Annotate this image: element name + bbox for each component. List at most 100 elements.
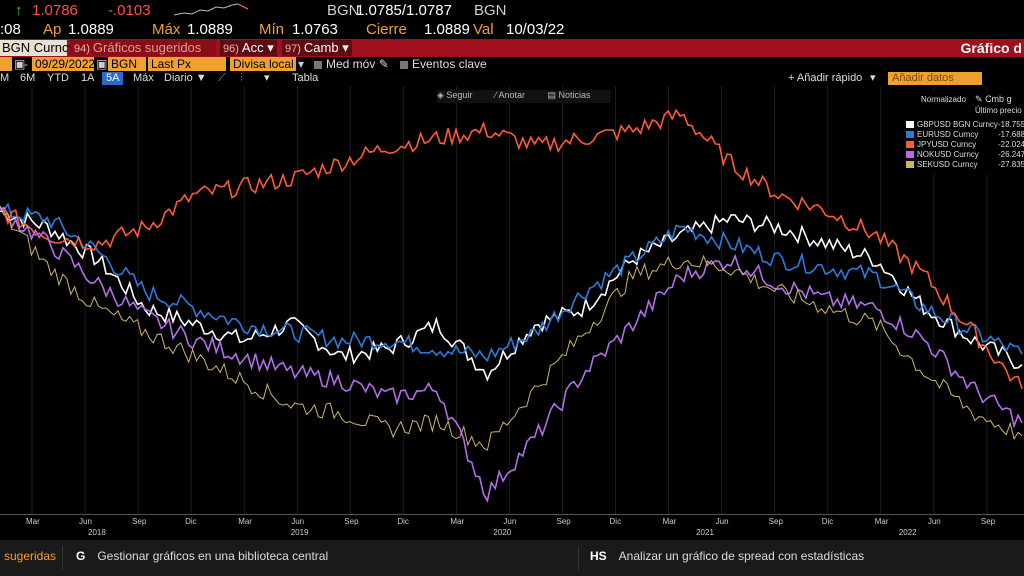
calendar-icon[interactable]: ▣ — [96, 57, 108, 71]
close-label: Cierre — [366, 21, 407, 38]
close-value: 1.0889 — [424, 21, 470, 38]
moving-average-toggle[interactable]: Med móv ✎ — [314, 57, 389, 71]
chevron-down-icon[interactable]: ▾ — [870, 72, 876, 84]
start-date-field[interactable] — [0, 57, 12, 71]
calendar-icon[interactable]: ▣ — [14, 57, 26, 71]
bid-ask: 1.0785/1.0787 — [356, 2, 452, 19]
suggested-charts-button[interactable]: 94) Gráficos sugeridos — [70, 40, 216, 56]
quote-row: ↑ 1.0786 -.0103 BGN 1.0785/1.0787 BGN — [0, 0, 1024, 20]
series-line-sekusd[interactable] — [0, 205, 1023, 451]
series-line-jpyusd[interactable] — [0, 108, 1023, 390]
hs-text: Analizar un gráfico de spread con estadí… — [618, 549, 865, 563]
quick-add-button[interactable]: + Añadir rápido — [788, 72, 863, 84]
chart-tools: ◈ Seguir ⁄ Anotar ▤ Noticias — [437, 90, 611, 103]
x-tick-label: Sep — [556, 517, 571, 526]
series-line-nokusd[interactable] — [0, 206, 1023, 503]
news-label: Noticias — [558, 90, 591, 100]
period-1a[interactable]: 1A — [81, 72, 95, 84]
legend-entry[interactable]: NOKUSD Curncy -26.2475 — [906, 150, 1024, 159]
x-tick-label: Mar — [238, 517, 252, 526]
x-year-label: 2020 — [493, 528, 512, 537]
legend-header-last-price: Último precio — [975, 106, 1022, 115]
suggested-text[interactable]: sugeridas — [4, 549, 57, 563]
bottom-suggestions-bar: sugeridas G Gestionar gráficos en una bib… — [0, 540, 1024, 576]
date-dash: - — [24, 57, 28, 71]
news-button[interactable]: ▤ Noticias — [547, 90, 591, 100]
x-tick-label: Jun — [79, 517, 92, 526]
acc-label: Acc — [241, 40, 264, 55]
x-tick-label: Mar — [662, 517, 677, 526]
period-6m[interactable]: 6M — [20, 72, 36, 84]
add-data-input[interactable]: Añadir datos — [888, 72, 982, 85]
legend-series-name: GBPUSD BGN Curncy — [917, 120, 998, 129]
min-label: Mín — [259, 21, 285, 38]
acc-num: 96) — [223, 43, 239, 55]
period-m[interactable]: M — [0, 72, 10, 84]
legend-header-normalized: Normalizado — [921, 95, 966, 104]
key-events-label: Eventos clave — [412, 57, 487, 71]
g-text: Gestionar gráficos en una biblioteca cen… — [97, 549, 329, 563]
chevron-down-icon: ▾ — [267, 40, 274, 55]
period-max[interactable]: Máx — [133, 72, 154, 84]
actions-menu[interactable]: 96) Acc ▾ — [220, 40, 277, 56]
chart-legend: Normalizado ✎ Cmb g Último precio GBPUSD… — [903, 92, 1024, 174]
divider — [578, 546, 579, 570]
ticker-field[interactable]: BGN Curncy — [0, 40, 75, 56]
time: :08 — [0, 21, 21, 38]
x-year-label: 2018 — [88, 528, 106, 537]
triangle-down-icon: ▼ — [195, 72, 207, 84]
max-label: Máx — [152, 21, 181, 38]
x-tick-label: Jun — [715, 517, 729, 526]
cmb-label: Cmb g — [985, 94, 1012, 104]
suggested-label: Gráficos sugeridos — [92, 40, 202, 55]
suggestion-g[interactable]: G Gestionar gráficos en una biblioteca ce… — [76, 549, 328, 563]
legend-swatch — [906, 121, 914, 128]
annotate-button[interactable]: ⁄ Anotar — [494, 90, 525, 100]
x-year-label: 2022 — [898, 528, 917, 537]
suggested-num: 94) — [74, 43, 90, 55]
sparkline-icon — [173, 3, 249, 16]
line-chart[interactable] — [0, 86, 1024, 514]
legend-series-value: -26.2475 — [998, 150, 1024, 159]
chart-title: Gráfico d — [960, 40, 1022, 56]
field-select[interactable]: Last Px — [148, 57, 226, 71]
annotate-label: Anotar — [498, 90, 525, 100]
suggestion-hs[interactable]: HS Analizar un gráfico de spread con esta… — [590, 549, 864, 563]
bar-chart-icon[interactable]: ⫶ — [240, 72, 243, 84]
period-ytd[interactable]: YTD — [47, 72, 69, 84]
max-value: 1.0889 — [187, 21, 233, 38]
end-date-field[interactable]: 09/29/2022 — [32, 57, 95, 71]
legend-entry[interactable]: SEKUSD Curncy -27.8350 — [906, 160, 1024, 169]
legend-header-cmb[interactable]: ✎ Cmb g — [975, 94, 1012, 105]
x-year-label: 2019 — [290, 528, 309, 537]
quote-stats-row: :08 Ap 1.0889 Máx 1.0889 Mín 1.0763 Cier… — [0, 20, 1024, 39]
chevron-down-icon[interactable]: ▾ — [298, 57, 305, 71]
follow-button[interactable]: ◈ Seguir — [437, 90, 473, 100]
legend-entry[interactable]: GBPUSD BGN Curncy-18.7556 — [906, 120, 1024, 129]
x-tick-label: Dic — [609, 517, 622, 526]
last-price: 1.0786 — [32, 2, 78, 19]
up-arrow-icon: ↑ — [15, 2, 23, 19]
divider — [62, 546, 63, 570]
legend-entry[interactable]: EURUSD Curncy -17.6883 — [906, 130, 1024, 139]
chevron-down-icon[interactable]: ▾ — [264, 72, 270, 84]
series-line-gbpusd[interactable] — [0, 210, 1023, 382]
period-row: M 6M YTD 1A 5A Máx Diario ▼ ⟋ ⫶ ▾ Tabla … — [0, 72, 1024, 86]
line-chart-icon[interactable]: ⟋ — [218, 72, 226, 84]
period-5a[interactable]: 5A — [102, 72, 124, 85]
change-menu[interactable]: 97) Camb ▾ — [282, 40, 352, 56]
legend-series-name: JPYUSD Curncy — [917, 140, 977, 149]
chart-area[interactable]: ◈ Seguir ⁄ Anotar ▤ Noticias Normalizado… — [0, 86, 1024, 514]
series-line-eurusd[interactable] — [0, 202, 1023, 363]
frequency-select[interactable]: Diario ▼ — [164, 72, 207, 85]
legend-entry[interactable]: JPYUSD Curncy -22.0248 — [906, 140, 1024, 149]
value-date: 10/03/22 — [506, 21, 565, 38]
x-tick-label: Sep — [980, 517, 996, 526]
table-button[interactable]: Tabla — [292, 72, 319, 84]
source-field[interactable]: BGN — [108, 57, 146, 71]
legend-swatch — [906, 151, 914, 158]
currency-select[interactable]: Divisa local — [230, 57, 296, 71]
x-tick-label: Jun — [927, 517, 941, 526]
legend-series-name: SEKUSD Curncy — [917, 160, 978, 169]
key-events-toggle[interactable]: Eventos clave — [400, 57, 487, 71]
